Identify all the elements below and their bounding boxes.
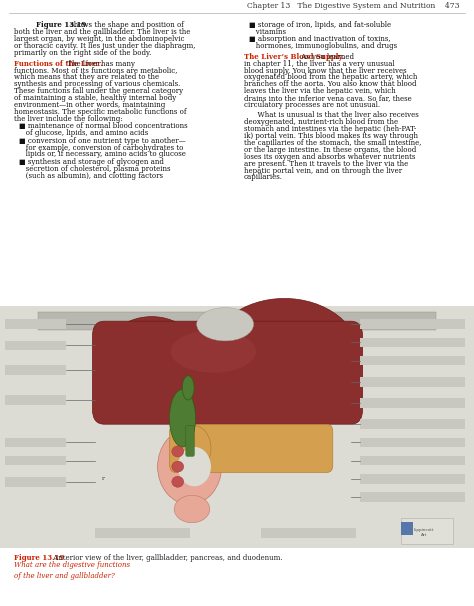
Text: of glucose, lipids, and amino acids: of glucose, lipids, and amino acids [19, 129, 148, 137]
Text: lipids or, if necessary, amino acids to glucose: lipids or, if necessary, amino acids to … [19, 150, 186, 159]
Text: ■ conversion of one nutrient type to another—: ■ conversion of one nutrient type to ano… [19, 136, 186, 145]
Text: What is unusual is that the liver also receives: What is unusual is that the liver also r… [244, 111, 419, 119]
Text: secretion of cholesterol, plasma proteins: secretion of cholesterol, plasma protein… [19, 165, 171, 173]
Text: functions. Most of its functions are metabolic,: functions. Most of its functions are met… [14, 67, 178, 75]
Bar [5, 438, 66, 447]
Ellipse shape [182, 376, 194, 400]
Text: blood supply. You know that the liver receives: blood supply. You know that the liver re… [244, 67, 407, 75]
Text: the liver include the following:: the liver include the following: [14, 115, 123, 123]
Bar [5, 365, 66, 375]
Text: stomach and intestines via the hepatic (heh-PAT-: stomach and intestines via the hepatic (… [244, 125, 417, 133]
Bar [360, 474, 465, 484]
Bar [401, 518, 453, 544]
Text: both the liver and the gallbladder. The liver is the: both the liver and the gallbladder. The … [14, 28, 191, 36]
Text: ■ absorption and inactivation of toxins,: ■ absorption and inactivation of toxins, [249, 36, 391, 44]
Ellipse shape [174, 496, 210, 522]
Text: Functions of the Liver.: Functions of the Liver. [14, 59, 103, 67]
Text: in chapter 11, the liver has a very unusual: in chapter 11, the liver has a very unus… [244, 59, 395, 67]
Bar [5, 395, 66, 405]
Text: or the large intestine. In these organs, the blood: or the large intestine. In these organs,… [244, 145, 416, 153]
Text: (such as albumin), and clotting factors: (such as albumin), and clotting factors [19, 171, 163, 180]
Text: the capillaries of the stomach, the small intestine,: the capillaries of the stomach, the smal… [244, 139, 421, 147]
Text: capillaries.: capillaries. [244, 173, 283, 181]
Ellipse shape [172, 446, 184, 457]
Bar [360, 377, 465, 387]
Ellipse shape [171, 330, 256, 373]
FancyBboxPatch shape [186, 425, 194, 456]
Ellipse shape [100, 316, 204, 411]
Bar [5, 319, 66, 329]
Text: primarily on the right side of the body.: primarily on the right side of the body. [14, 49, 152, 57]
Text: for example, conversion of carbohydrates to: for example, conversion of carbohydrates… [19, 144, 183, 152]
Text: oxygenated blood from the hepatic artery, which: oxygenated blood from the hepatic artery… [244, 73, 418, 81]
Text: The Liver’s Blood Supply.: The Liver’s Blood Supply. [244, 53, 345, 61]
Bar [0, 306, 474, 548]
Text: Figure 13.19: Figure 13.19 [36, 21, 86, 29]
FancyBboxPatch shape [92, 321, 363, 424]
Ellipse shape [178, 425, 211, 471]
Text: The liver has many: The liver has many [65, 59, 135, 67]
Text: As you learned: As you learned [299, 53, 354, 61]
Text: are present. Then it travels to the liver via the: are present. Then it travels to the live… [244, 159, 409, 167]
Text: loses its oxygen and absorbs whatever nutrients: loses its oxygen and absorbs whatever nu… [244, 153, 416, 161]
Bar [360, 438, 465, 447]
Text: Anterior view of the liver, gallbladder, pancreas, and duodenum.: Anterior view of the liver, gallbladder,… [51, 554, 284, 562]
Bar [95, 528, 190, 538]
Text: Lippincott
Art: Lippincott Art [414, 528, 434, 537]
Bar [261, 528, 356, 538]
Bar [360, 338, 465, 347]
Text: ■ synthesis and storage of glycogen and: ■ synthesis and storage of glycogen and [19, 158, 164, 166]
Bar [5, 341, 66, 350]
Bar [360, 398, 465, 408]
Text: vitamins: vitamins [249, 28, 286, 36]
Bar [5, 477, 66, 487]
Ellipse shape [209, 299, 360, 417]
Ellipse shape [172, 461, 184, 472]
Text: ■ storage of iron, lipids, and fat-soluble: ■ storage of iron, lipids, and fat-solub… [249, 21, 391, 29]
Bar [360, 492, 465, 502]
Text: These functions fall under the general category: These functions fall under the general c… [14, 87, 183, 95]
Text: synthesis and processing of various chemicals.: synthesis and processing of various chem… [14, 81, 181, 88]
Text: deoxygenated, nutrient-rich blood from the: deoxygenated, nutrient-rich blood from t… [244, 118, 398, 125]
Ellipse shape [157, 429, 222, 504]
Bar [360, 419, 465, 429]
Text: branches off the aorta. You also know that blood: branches off the aorta. You also know th… [244, 81, 417, 88]
Text: hormones, immunoglobulins, and drugs: hormones, immunoglobulins, and drugs [249, 42, 397, 50]
Ellipse shape [170, 390, 195, 447]
Text: which means that they are related to the: which means that they are related to the [14, 73, 159, 81]
Ellipse shape [178, 447, 211, 486]
Text: of maintaining a stable, healthy internal body: of maintaining a stable, healthy interna… [14, 95, 176, 102]
Polygon shape [38, 312, 436, 330]
Text: ik) portal vein. This blood makes its way through: ik) portal vein. This blood makes its wa… [244, 132, 418, 139]
FancyBboxPatch shape [170, 424, 333, 473]
Bar [360, 356, 465, 365]
Text: homeostasis. The specific metabolic functions of: homeostasis. The specific metabolic func… [14, 108, 187, 116]
Ellipse shape [197, 308, 254, 341]
Text: shows the shape and position of: shows the shape and position of [68, 21, 183, 29]
Text: leaves the liver via the hepatic vein, which: leaves the liver via the hepatic vein, w… [244, 87, 396, 95]
Text: ■ maintenance of normal blood concentrations: ■ maintenance of normal blood concentrat… [19, 122, 188, 130]
Text: What are the digestive functions
of the liver and gallbladder?: What are the digestive functions of the … [14, 561, 130, 580]
Text: hepatic portal vein, and on through the liver: hepatic portal vein, and on through the … [244, 167, 402, 175]
Text: circulatory processes are not unusual.: circulatory processes are not unusual. [244, 101, 380, 109]
Text: largest organ, by weight, in the abdominopelvic: largest organ, by weight, in the abdomin… [14, 35, 185, 43]
Text: r: r [102, 476, 105, 481]
Bar [5, 456, 66, 465]
Bar [401, 522, 413, 535]
Text: drains into the inferior vena cava. So far, these: drains into the inferior vena cava. So f… [244, 95, 412, 102]
Bar [360, 456, 465, 465]
Bar [360, 319, 465, 329]
Text: environment—in other words, maintaining: environment—in other words, maintaining [14, 101, 165, 109]
Text: Chapter 13   The Digestive System and Nutrition    473: Chapter 13 The Digestive System and Nutr… [247, 2, 460, 10]
Text: or thoracic cavity. It lies just under the diaphragm,: or thoracic cavity. It lies just under t… [14, 42, 196, 50]
Ellipse shape [172, 476, 184, 487]
Text: Figure 13.19: Figure 13.19 [14, 554, 64, 562]
